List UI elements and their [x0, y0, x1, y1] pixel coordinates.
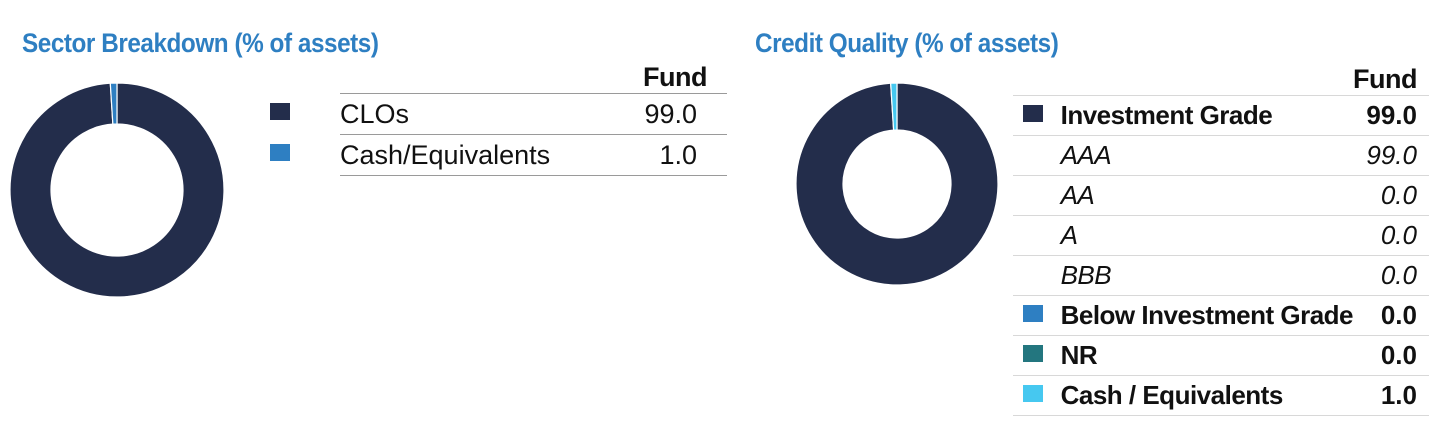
credit-swatch-cash-equivalents: [1023, 384, 1043, 402]
credit-row-nr: NR 0.0: [1013, 335, 1429, 376]
sector-donut-chart: [9, 82, 225, 298]
credit-row-a: A 0.0: [1013, 215, 1429, 256]
sector-label-cash-equivalents: Cash/Equivalents: [340, 134, 560, 176]
credit-slice-investment-grade: [795, 82, 999, 286]
credit-label-aaa: AAA: [1060, 135, 1354, 176]
credit-row-aa: AA 0.0: [1013, 175, 1429, 216]
sector-row-cash-equivalents: Cash/Equivalents 1.0: [265, 134, 727, 176]
credit-row-investment-grade: Investment Grade 99.0: [1013, 95, 1429, 136]
credit-value-a: 0.0: [1353, 215, 1429, 256]
credit-row-below-investment-grade: Below Investment Grade 0.0: [1013, 295, 1429, 336]
sector-slice-clos: [9, 82, 225, 298]
sector-slice-cash-equivalents: [109, 82, 118, 125]
credit-swatch-nr: [1023, 344, 1043, 362]
credit-row-cash-equivalents: Cash / Equivalents 1.0: [1013, 375, 1429, 416]
credit-fund-header: Fund: [1353, 64, 1417, 94]
sector-label-clos: CLOs: [340, 93, 560, 135]
credit-value-investment-grade: 99.0: [1353, 95, 1429, 136]
credit-swatch-investment-grade: [1023, 104, 1043, 122]
sector-legend-table: Fund CLOs 99.0 Cash/Equivalents 1.0: [265, 62, 727, 176]
credit-value-aa: 0.0: [1353, 175, 1429, 216]
credit-swatch-below-investment-grade: [1023, 304, 1043, 322]
credit-label-nr: NR: [1060, 335, 1354, 376]
credit-value-below-investment-grade: 0.0: [1353, 295, 1429, 336]
credit-value-nr: 0.0: [1353, 335, 1429, 376]
credit-value-bbb: 0.0: [1353, 255, 1429, 296]
credit-row-aaa: AAA 99.0: [1013, 135, 1429, 176]
sector-row-clos: CLOs 99.0: [265, 93, 727, 135]
sector-value-clos: 99.0: [560, 93, 727, 135]
sector-swatch-clos: [270, 103, 290, 120]
credit-label-cash-equivalents: Cash / Equivalents: [1060, 375, 1354, 416]
credit-slice-cash-equivalents: [890, 82, 898, 131]
sector-value-cash-equivalents: 1.0: [560, 134, 727, 176]
credit-label-a: A: [1060, 215, 1354, 256]
sector-swatch-cash-equivalents: [270, 144, 290, 161]
credit-value-aaa: 99.0: [1353, 135, 1429, 176]
sector-breakdown-title: Sector Breakdown (% of assets): [22, 28, 379, 58]
credit-label-bbb: BBB: [1060, 255, 1354, 296]
credit-row-bbb: BBB 0.0: [1013, 255, 1429, 296]
credit-label-investment-grade: Investment Grade: [1060, 95, 1354, 136]
credit-label-aa: AA: [1060, 175, 1354, 216]
credit-donut-chart: [795, 82, 999, 286]
sector-fund-header: Fund: [643, 62, 707, 92]
credit-label-below-investment-grade: Below Investment Grade: [1060, 295, 1354, 336]
credit-value-cash-equivalents: 1.0: [1353, 375, 1429, 416]
credit-legend-table: Fund Investment Grade 99.0 AAA 99.0 AA 0.0 A 0.…: [1013, 64, 1429, 416]
credit-quality-title: Credit Quality (% of assets): [755, 28, 1059, 58]
